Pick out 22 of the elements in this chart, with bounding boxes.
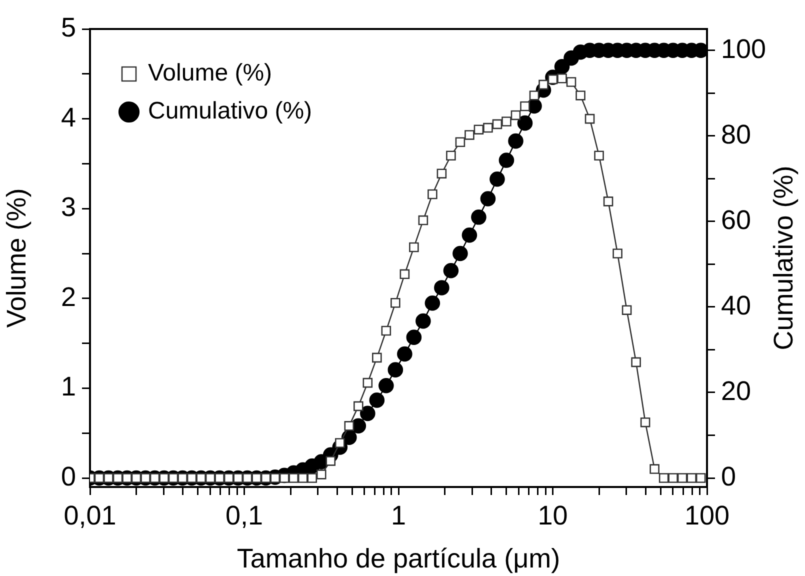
- x-tick-label: 100: [684, 500, 730, 531]
- legend-label: Cumulativo (%): [148, 98, 312, 125]
- y-tick-label: 4: [60, 102, 76, 132]
- x-axis-title: Tamanho de partícula (μm): [236, 543, 560, 574]
- legend-label: Volume (%): [148, 60, 272, 87]
- y-tick-label: 2: [60, 282, 76, 312]
- y2-axis-title: Cumulativo (%): [768, 166, 798, 350]
- x-tick-label: 0,01: [64, 500, 116, 531]
- y-tick-label: 0: [60, 461, 76, 492]
- y2-tick-label: 0: [721, 461, 736, 492]
- y2-tick-label: 60: [721, 204, 752, 235]
- y-tick-label: 3: [60, 192, 76, 222]
- y2-tick-label: 100: [721, 34, 766, 64]
- x-tick-label: 1: [390, 500, 406, 531]
- y2-tick-label: 20: [721, 376, 752, 406]
- x-tick-label: 0,1: [225, 500, 264, 531]
- y2-tick-label: 40: [721, 290, 752, 320]
- y2-tick-label: 80: [721, 119, 752, 150]
- y-tick-label: 5: [60, 12, 76, 42]
- x-tick-label: 10: [538, 500, 568, 531]
- y-tick-label: 1: [60, 372, 76, 402]
- y-axis-title: Volume (%): [2, 188, 32, 328]
